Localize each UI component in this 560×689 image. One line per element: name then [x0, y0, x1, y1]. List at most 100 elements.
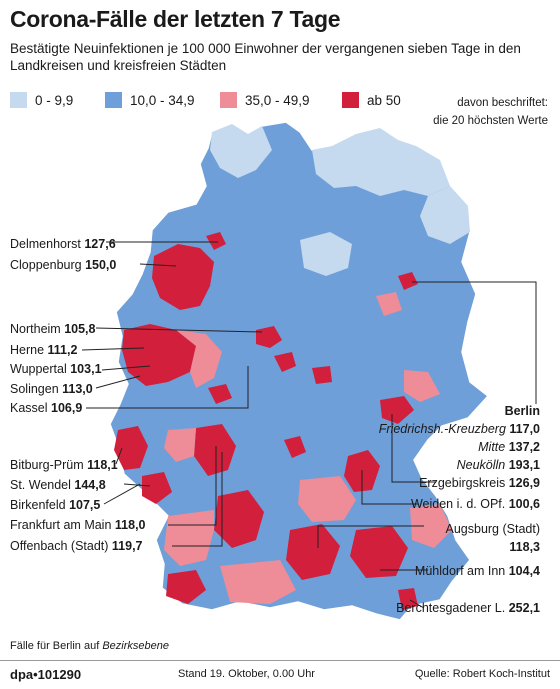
- label-berchtesgaden: Berchtesgadener L. 252,1: [396, 601, 540, 616]
- label-kassel-name: Kassel: [10, 401, 48, 415]
- leader-cloppenburg: [139, 263, 177, 267]
- berlin-item-2: Neukölln 193,1: [379, 456, 540, 474]
- legend-swatch-0: [10, 92, 27, 108]
- rhine-main-hotspot: [194, 424, 236, 476]
- saxony-pink: [404, 370, 440, 402]
- brandenburg-pink: [376, 292, 402, 316]
- legend-label-1: 10,0 - 34,9: [130, 92, 195, 108]
- leader-lines: [81, 241, 537, 609]
- label-delmenhorst-name: Delmenhorst: [10, 237, 81, 251]
- legend-note: davon beschriftet: die 20 höchsten Werte: [433, 94, 548, 130]
- label-cloppenburg: Cloppenburg 150,0: [10, 258, 116, 273]
- kassel-area: [208, 384, 232, 404]
- label-birkenfeld-name: Birkenfeld: [10, 498, 66, 512]
- berlin-item-2-name: Neukölln: [456, 458, 506, 472]
- berlin-labels: Berlin Friedrichsh.-Kreuzberg 117,0 Mitt…: [379, 402, 540, 474]
- south-hotspot: [286, 524, 340, 580]
- leader-augsburg: [317, 525, 424, 548]
- label-cloppenburg-name: Cloppenburg: [10, 258, 82, 272]
- legend-swatch-3: [342, 92, 359, 108]
- source: Quelle: Robert Koch-Institut: [414, 668, 550, 680]
- saxony-hotspot: [380, 396, 414, 424]
- leader-offenbach: [172, 452, 223, 547]
- berlin-item-0-name: Friedrichsh.-Kreuzberg: [378, 422, 506, 436]
- central-low-region: [300, 232, 352, 276]
- leader-erzgebirge: [391, 414, 436, 483]
- label-bitburg: Bitburg-Prüm 118,1: [10, 458, 118, 473]
- label-solingen: Solingen 113,0: [10, 382, 93, 397]
- leader-stwendel: [123, 483, 151, 487]
- berlin-item-0: Friedrichsh.-Kreuzberg 117,0: [379, 420, 540, 438]
- label-berchtesgaden-value: 252,1: [508, 601, 540, 615]
- label-delmenhorst-value: 127,6: [84, 237, 116, 251]
- label-wuppertal-value: 103,1: [70, 362, 102, 376]
- legend-swatch-2: [220, 92, 237, 108]
- leader-bitburg: [115, 447, 123, 465]
- label-weiden-name: Weiden i. d. OPf.: [410, 497, 506, 511]
- label-birkenfeld: Birkenfeld 107,5: [10, 498, 100, 513]
- label-muehldorf-name: Mühldorf am Inn: [414, 564, 506, 578]
- label-weiden-value: 100,6: [508, 497, 540, 511]
- berlin-item-1: Mitte 137,2: [379, 438, 540, 456]
- label-bitburg-name: Bitburg-Prüm: [10, 458, 84, 472]
- label-wuppertal-name: Wuppertal: [10, 362, 67, 376]
- label-augsburg-name: Augsburg (Stadt): [445, 522, 541, 536]
- leader-kassel: [86, 366, 249, 409]
- label-solingen-name: Solingen: [10, 382, 59, 396]
- legend-swatch-1: [105, 92, 122, 108]
- label-offenbach: Offenbach (Stadt) 119,7: [10, 539, 143, 554]
- northeast-low-region: [312, 128, 450, 196]
- label-erzgebirge: Erzgebirgskreis 126,9: [419, 476, 540, 491]
- legend-item-2: 35,0 - 49,9: [220, 92, 310, 108]
- west-rlp-hotspot: [114, 426, 148, 470]
- label-stwendel-name: St. Wendel: [10, 478, 71, 492]
- hesse-pink: [164, 428, 196, 462]
- label-herne-name: Herne: [10, 343, 45, 357]
- leader-northeim: [95, 327, 263, 333]
- leader-herne: [81, 347, 145, 351]
- subtitle: Bestätigte Neuinfektionen je 100 000 Ein…: [10, 41, 521, 73]
- south-pink: [220, 560, 296, 604]
- berlin-item-1-value: 137,2: [508, 440, 540, 454]
- footnote-emph: Bezirksebene: [102, 640, 169, 652]
- berchtesgaden-area: [398, 588, 418, 610]
- leader-berchtesgaden: [409, 599, 425, 609]
- north-low-region: [210, 124, 272, 178]
- label-northeim-value: 105,8: [64, 322, 96, 336]
- map-regions: [109, 121, 490, 621]
- label-kassel: Kassel 106,9: [10, 401, 82, 416]
- berlin-item-2-value: 193,1: [508, 458, 540, 472]
- label-frankfurt-value: 118,0: [114, 518, 146, 532]
- leader-wuppertal: [101, 365, 151, 371]
- label-delmenhorst: Delmenhorst 127,6: [10, 237, 116, 252]
- label-erzgebirge-value: 126,9: [508, 476, 540, 490]
- footer: dpa•101290 Stand 19. Oktober, 0.00 Uhr Q…: [0, 660, 560, 689]
- footnote-text: Fälle für Berlin auf: [10, 640, 103, 652]
- weser-ems-hotspot: [152, 244, 214, 310]
- label-kassel-value: 106,9: [51, 401, 83, 415]
- southwest-hotspot: [166, 570, 206, 604]
- label-berchtesgaden-name: Berchtesgadener L.: [396, 601, 506, 615]
- leader-solingen: [95, 375, 141, 389]
- berlin-area: [398, 272, 418, 290]
- label-wuppertal: Wuppertal 103,1: [10, 362, 102, 377]
- label-weiden: Weiden i. d. OPf. 100,6: [411, 497, 540, 512]
- label-herne: Herne 111,2: [10, 343, 77, 358]
- page-title: Corona-Fälle der letzten 7 Tage: [10, 6, 341, 32]
- ruhr-hotspot: [122, 324, 196, 386]
- berlin-header: Berlin: [504, 404, 540, 418]
- legend-label-0: 0 - 9,9: [35, 92, 74, 108]
- label-augsburg: Augsburg (Stadt) 118,3: [446, 520, 541, 556]
- legend-item-1: 10,0 - 34,9: [105, 92, 195, 108]
- label-muehldorf: Mühldorf am Inn 104,4: [415, 564, 540, 579]
- label-stwendel-value: 144,8: [74, 478, 106, 492]
- label-northeim: Northeim 105,8: [10, 322, 95, 337]
- label-birkenfeld-value: 107,5: [69, 498, 101, 512]
- label-cloppenburg-value: 150,0: [85, 258, 117, 272]
- label-offenbach-name: Offenbach (Stadt): [10, 539, 109, 553]
- bw-hotspot: [214, 490, 264, 548]
- legend-label-2: 35,0 - 49,9: [245, 92, 310, 108]
- legend-note-line-1: davon beschriftet:: [457, 97, 548, 109]
- east-low-region: [420, 186, 470, 244]
